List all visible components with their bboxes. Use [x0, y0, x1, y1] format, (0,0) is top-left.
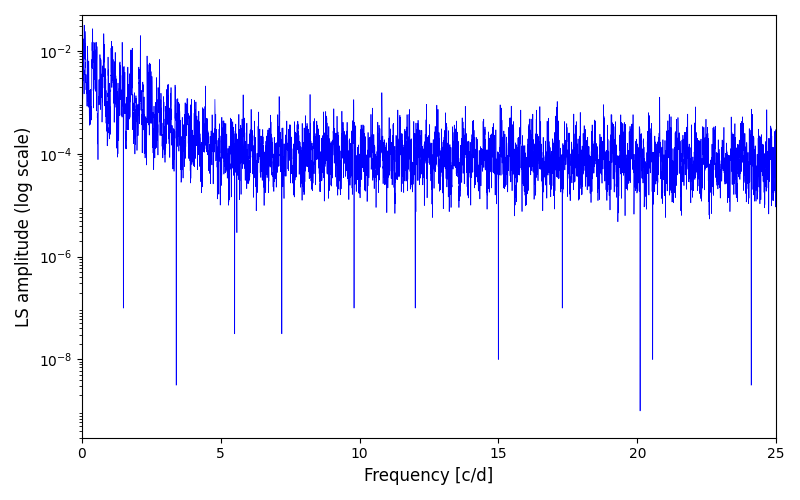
Y-axis label: LS amplitude (log scale): LS amplitude (log scale) [15, 126, 33, 326]
X-axis label: Frequency [c/d]: Frequency [c/d] [364, 467, 494, 485]
